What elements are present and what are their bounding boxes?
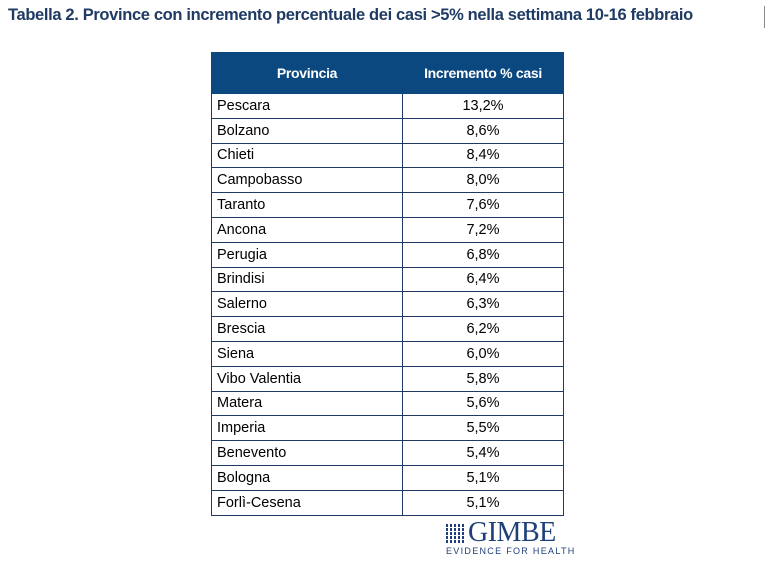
header-incremento: Incremento % casi bbox=[402, 52, 564, 94]
increment-cell: 7,6% bbox=[402, 192, 564, 218]
table-row: Pescara 13,2% bbox=[211, 93, 564, 119]
table-row: Brindisi 6,4% bbox=[211, 266, 564, 293]
table-row: Ancona 7,2% bbox=[211, 216, 564, 243]
table-row: Bolzano 8,6% bbox=[211, 117, 564, 144]
increment-cell: 13,2% bbox=[402, 93, 564, 119]
province-cell: Bologna bbox=[211, 464, 403, 491]
increment-cell: 6,8% bbox=[402, 241, 564, 268]
province-cell: Salerno bbox=[211, 291, 403, 318]
table-row: Matera 5,6% bbox=[211, 390, 564, 417]
logo-grid-icon bbox=[446, 524, 466, 544]
table-row: Salerno 6,3% bbox=[211, 291, 564, 318]
increment-cell: 6,3% bbox=[402, 291, 564, 318]
table-row: Perugia 6,8% bbox=[211, 241, 564, 268]
province-cell: Forlì-Cesena bbox=[211, 489, 403, 516]
table-row: Imperia 5,5% bbox=[211, 415, 564, 442]
table-row: Benevento 5,4% bbox=[211, 440, 564, 466]
increment-cell: 5,5% bbox=[402, 415, 564, 442]
province-cell: Siena bbox=[211, 340, 403, 367]
province-cell: Benevento bbox=[211, 440, 403, 466]
table-row: Campobasso 8,0% bbox=[211, 167, 564, 194]
province-cell: Vibo Valentia bbox=[211, 365, 403, 392]
table-row: Siena 6,0% bbox=[211, 340, 564, 367]
increment-cell: 6,0% bbox=[402, 340, 564, 367]
table-row: Forlì-Cesena 5,1% bbox=[211, 489, 564, 516]
increment-cell: 5,8% bbox=[402, 365, 564, 392]
province-cell: Brescia bbox=[211, 316, 403, 342]
increment-cell: 6,4% bbox=[402, 266, 564, 293]
logo-tagline: EVIDENCE FOR HEALTH bbox=[446, 546, 576, 556]
province-cell: Campobasso bbox=[211, 167, 403, 194]
increment-cell: 5,6% bbox=[402, 390, 564, 417]
text-cursor bbox=[764, 6, 765, 28]
province-cell: Chieti bbox=[211, 142, 403, 169]
logo-name: GIMBE bbox=[468, 517, 556, 548]
table-row: Chieti 8,4% bbox=[211, 142, 564, 169]
increment-cell: 8,4% bbox=[402, 142, 564, 169]
province-cell: Bolzano bbox=[211, 117, 403, 144]
province-cell: Imperia bbox=[211, 415, 403, 442]
province-table: Provincia Incremento % casi Pescara 13,2%… bbox=[211, 52, 564, 516]
header-provincia: Provincia bbox=[211, 52, 403, 94]
table-row: Vibo Valentia 5,8% bbox=[211, 365, 564, 392]
increment-cell: 8,0% bbox=[402, 167, 564, 194]
province-cell: Perugia bbox=[211, 241, 403, 268]
province-cell: Taranto bbox=[211, 192, 403, 218]
increment-cell: 5,1% bbox=[402, 464, 564, 491]
table-row: Bologna 5,1% bbox=[211, 464, 564, 491]
increment-cell: 5,4% bbox=[402, 440, 564, 466]
increment-cell: 5,1% bbox=[402, 489, 564, 516]
province-cell: Pescara bbox=[211, 93, 403, 119]
province-cell: Matera bbox=[211, 390, 403, 417]
province-cell: Ancona bbox=[211, 216, 403, 243]
table-row: Taranto 7,6% bbox=[211, 192, 564, 218]
province-cell: Brindisi bbox=[211, 266, 403, 293]
increment-cell: 7,2% bbox=[402, 216, 564, 243]
increment-cell: 8,6% bbox=[402, 117, 564, 144]
table-title: Tabella 2. Province con incremento perce… bbox=[8, 6, 693, 24]
increment-cell: 6,2% bbox=[402, 316, 564, 342]
table-row: Brescia 6,2% bbox=[211, 316, 564, 342]
